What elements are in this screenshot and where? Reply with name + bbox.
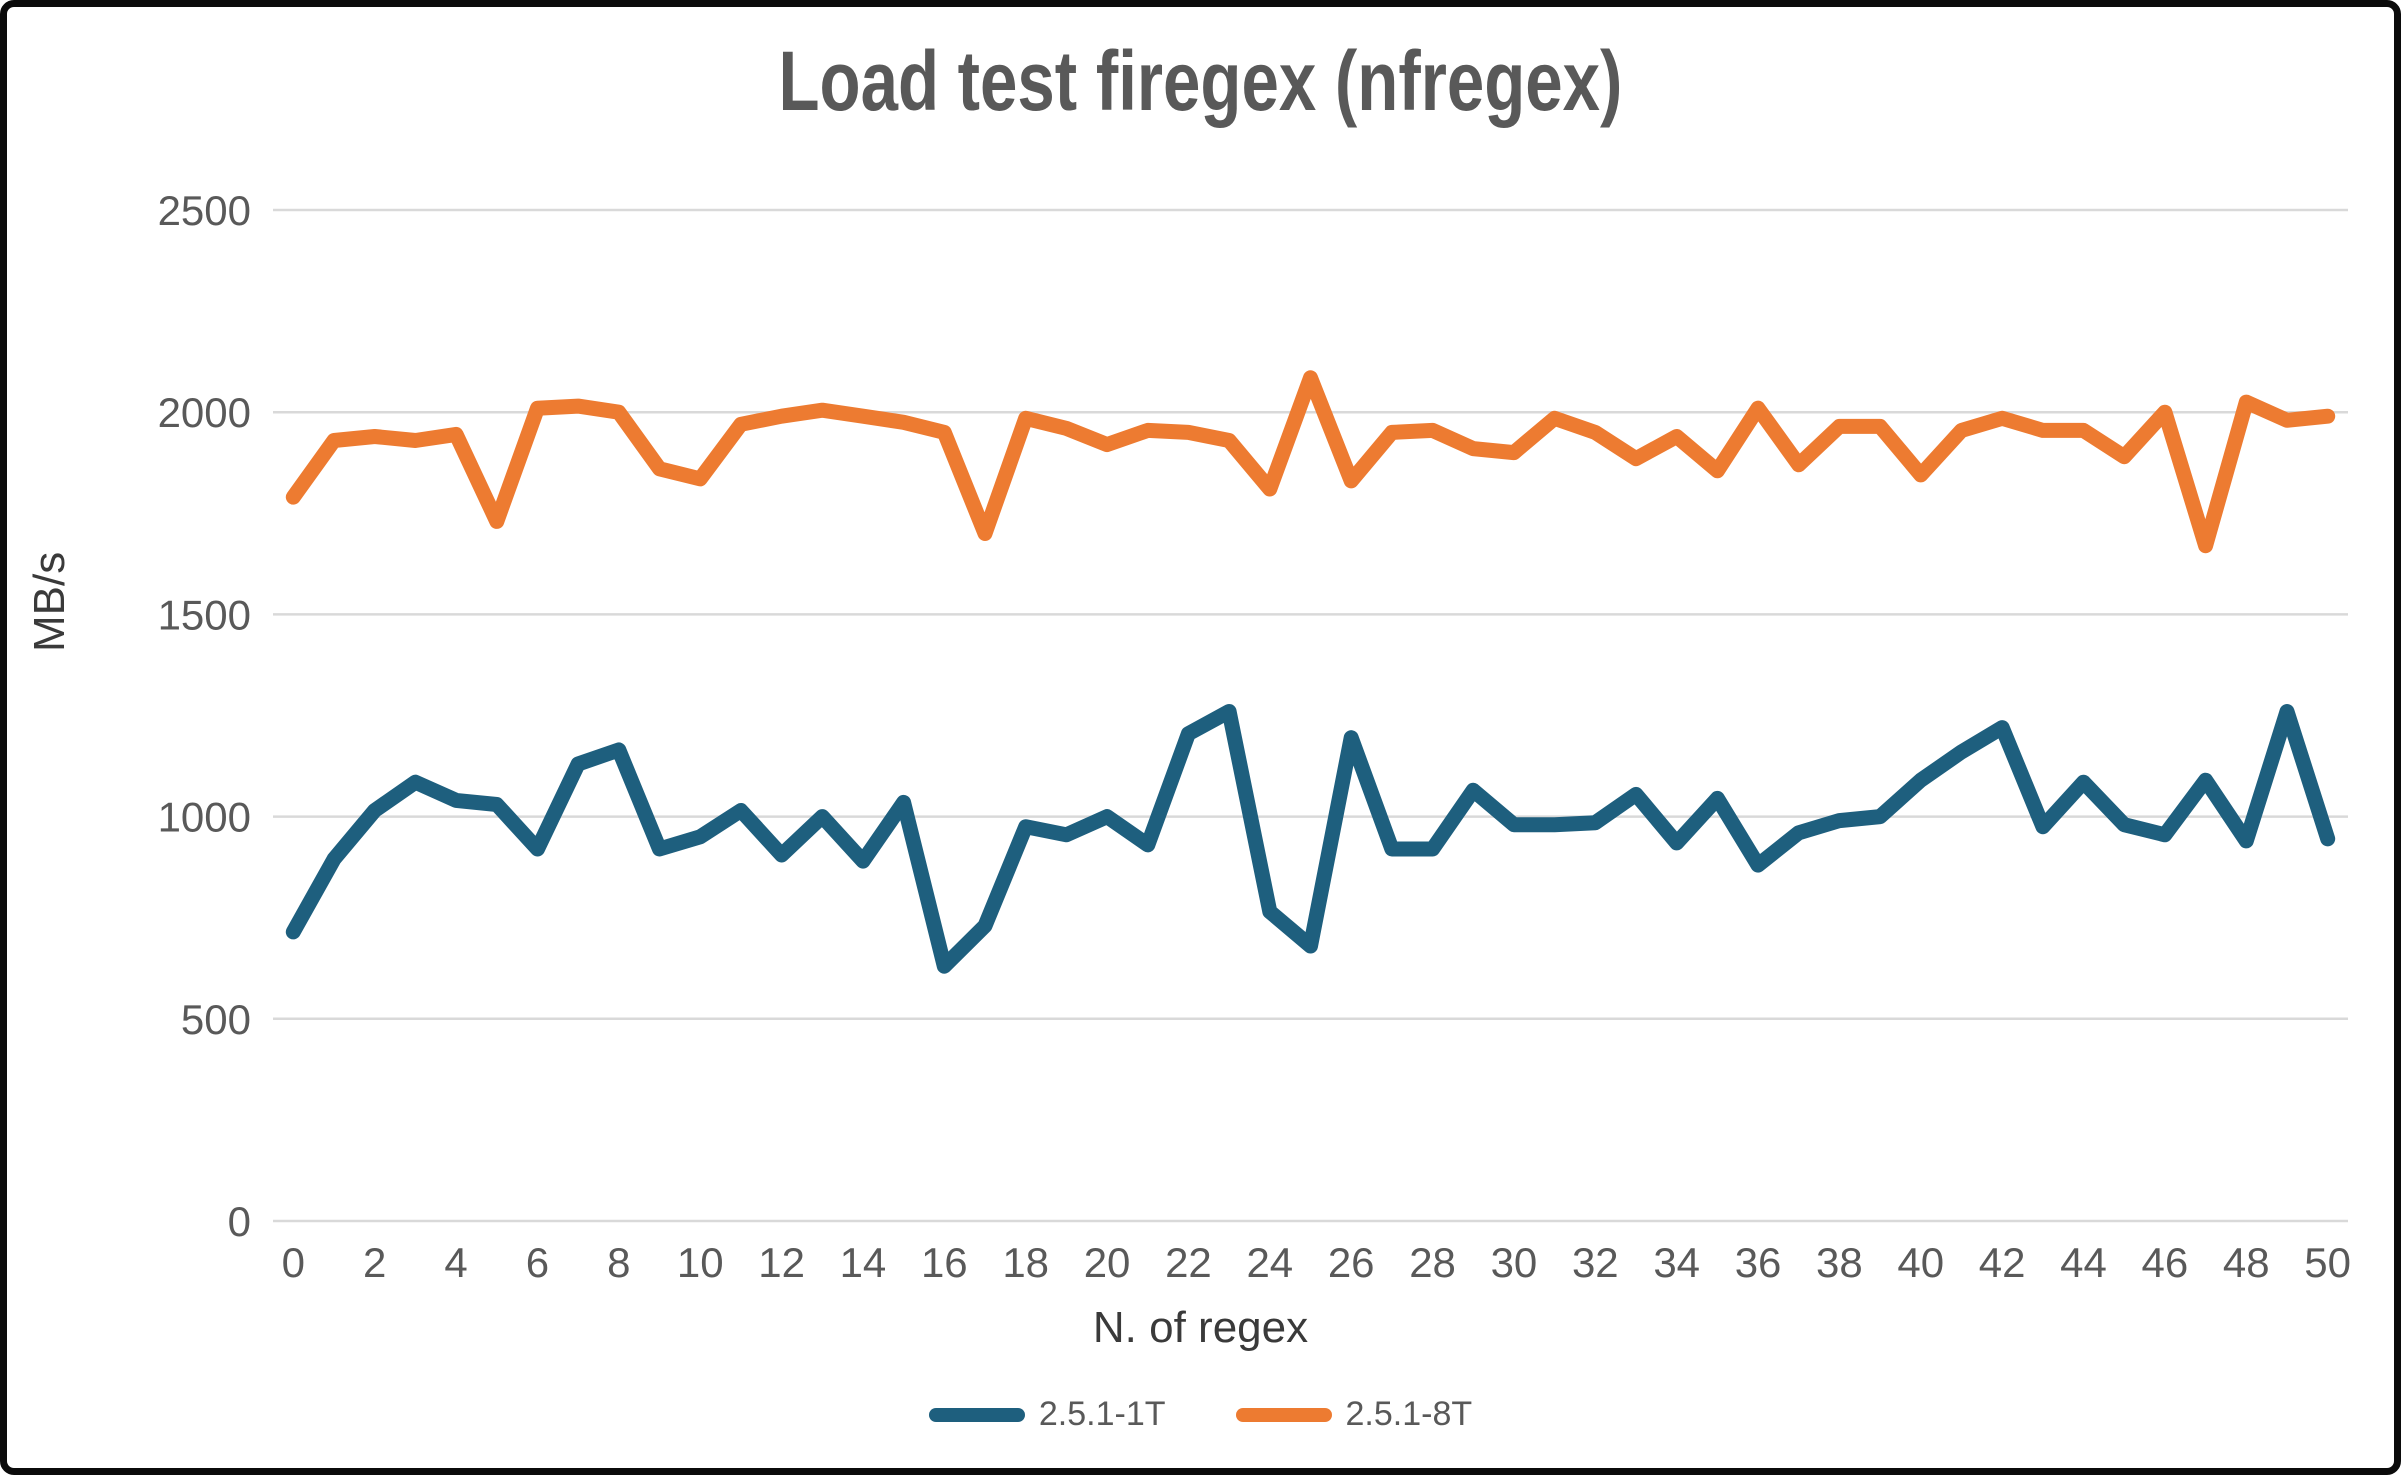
y-tick-label: 500 xyxy=(181,996,251,1043)
x-tick-label: 10 xyxy=(677,1239,724,1286)
x-tick-label: 40 xyxy=(1897,1239,1944,1286)
legend-item-8t[interactable]: 2.5.1-8T xyxy=(1235,1395,1473,1434)
x-tick-label: 46 xyxy=(2142,1239,2189,1286)
x-tick-label: 16 xyxy=(921,1239,968,1286)
x-axis-title: N. of regex xyxy=(1092,1303,1309,1352)
x-tick-label: 30 xyxy=(1491,1239,1538,1286)
x-tick-label: 38 xyxy=(1816,1239,1863,1286)
x-tick-label: 12 xyxy=(758,1239,805,1286)
y-tick-label: 0 xyxy=(228,1198,251,1245)
x-tick-label: 36 xyxy=(1735,1239,1782,1286)
x-tick-label: 26 xyxy=(1328,1239,1375,1286)
x-tick-label: 48 xyxy=(2223,1239,2270,1286)
x-tick-label: 50 xyxy=(2304,1239,2351,1286)
x-tick-label: 4 xyxy=(444,1239,467,1286)
y-tick-label: 1000 xyxy=(158,794,251,841)
x-tick-label: 18 xyxy=(1002,1239,1049,1286)
x-tick-label: 42 xyxy=(1979,1239,2026,1286)
legend-label-8t: 2.5.1-8T xyxy=(1345,1395,1473,1433)
y-axis-title: MB/s xyxy=(25,551,74,652)
x-tick-label: 28 xyxy=(1409,1239,1456,1286)
x-tick-label: 6 xyxy=(526,1239,549,1286)
legend-label-1t: 2.5.1-1T xyxy=(1038,1395,1166,1433)
chart-title: Load test firegex (nfregex) xyxy=(7,34,2394,128)
x-tick-label: 20 xyxy=(1084,1239,1131,1286)
y-tick-label: 2000 xyxy=(158,389,251,436)
x-tick-label: 22 xyxy=(1165,1239,1212,1286)
legend-swatch-1t xyxy=(928,1407,1025,1422)
y-tick-label: 1500 xyxy=(158,591,251,638)
y-tick-label: 2500 xyxy=(158,187,251,234)
series-line-2.5.1-1t[interactable] xyxy=(285,704,2336,974)
legend-swatch-8t xyxy=(1235,1407,1332,1422)
x-tick-label: 8 xyxy=(607,1239,630,1286)
x-tick-label: 34 xyxy=(1653,1239,1700,1286)
x-tick-label: 2 xyxy=(363,1239,386,1286)
legend-item-1t[interactable]: 2.5.1-1T xyxy=(928,1395,1166,1434)
x-tick-label: 24 xyxy=(1246,1239,1293,1286)
x-tick-label: 0 xyxy=(282,1239,305,1286)
x-tick-label: 14 xyxy=(840,1239,887,1286)
x-tick-label: 44 xyxy=(2060,1239,2107,1286)
x-tick-label: 32 xyxy=(1572,1239,1619,1286)
legend: 2.5.1-1T 2.5.1-8T xyxy=(7,1395,2394,1434)
chart-title-text: Load test firegex (nfregex) xyxy=(778,34,1623,128)
series-line-2.5.1-8t[interactable] xyxy=(285,370,2336,554)
